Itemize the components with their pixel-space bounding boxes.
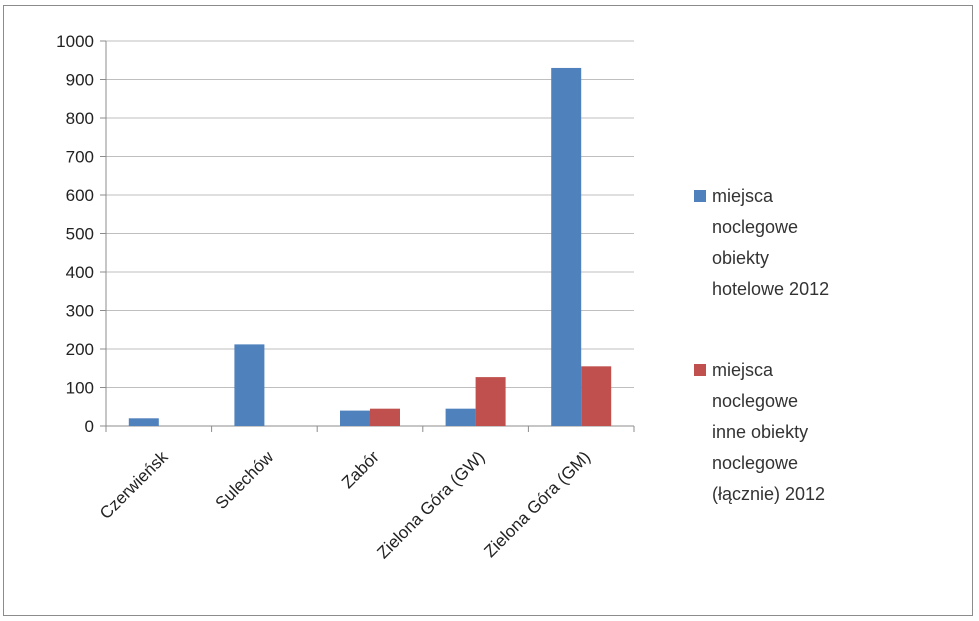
legend-swatch-hotel bbox=[694, 190, 706, 202]
bar-hotel bbox=[128, 418, 159, 426]
y-tick-label: 700 bbox=[66, 148, 94, 167]
bar-hotel bbox=[340, 410, 370, 426]
y-tick-label: 400 bbox=[66, 263, 94, 282]
y-tick-label: 200 bbox=[66, 340, 94, 359]
bar-hotel bbox=[551, 67, 582, 426]
x-category-label: Sulechów bbox=[212, 447, 278, 513]
chart-frame: 0 100 200 300 400 500 600 700 800 900 1000 Czerwień… bbox=[3, 5, 973, 616]
y-tick-label: 100 bbox=[66, 379, 94, 398]
bar-hotel bbox=[445, 408, 476, 426]
bar-other bbox=[475, 377, 506, 426]
y-tick-label: 900 bbox=[66, 71, 94, 90]
y-tick-label: 500 bbox=[66, 225, 94, 244]
bar-chart: 0 100 200 300 400 500 600 700 800 900 1000 Czerwień… bbox=[56, 32, 635, 562]
legend-label-other: miejsca noclegowe inne obiekty noclegowe… bbox=[712, 360, 826, 504]
legend-swatch-other bbox=[694, 364, 706, 376]
bar-other bbox=[370, 408, 400, 426]
legend-item-hotel: miejsca noclegowe obiekty hotelowe 2012 bbox=[694, 181, 894, 305]
bar-hotel bbox=[234, 344, 265, 426]
legend: miejsca noclegowe obiekty hotelowe 2012 … bbox=[694, 181, 894, 560]
legend-item-other: miejsca noclegowe inne obiekty noclegowe… bbox=[694, 355, 894, 510]
y-tick-label: 300 bbox=[66, 302, 94, 321]
y-tick-label: 0 bbox=[85, 417, 94, 436]
x-category-label: Zielona Góra (GW) bbox=[373, 447, 488, 562]
y-tick-label: 600 bbox=[66, 186, 94, 205]
bar-other bbox=[581, 366, 612, 426]
y-tick-label: 800 bbox=[66, 109, 94, 128]
y-tick-label: 1000 bbox=[56, 32, 94, 51]
x-category-label: Zielona Góra (GM) bbox=[480, 447, 594, 561]
x-category-label: Zabór bbox=[338, 447, 383, 492]
x-category-label: Czerwieńsk bbox=[96, 447, 172, 523]
legend-label-hotel: miejsca noclegowe obiekty hotelowe 2012 bbox=[712, 186, 830, 299]
